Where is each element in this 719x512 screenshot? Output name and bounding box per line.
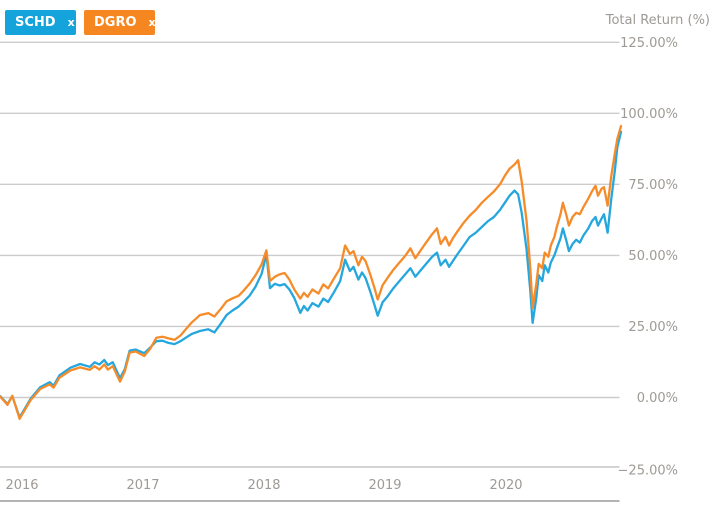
dgro-series-line bbox=[0, 124, 623, 420]
remove-ticker-dgro-icon[interactable]: x bbox=[148, 16, 156, 29]
schd-series-line bbox=[0, 130, 623, 419]
y-axis-tick-label: 25.00% bbox=[628, 320, 678, 335]
ticker-tag-dgro[interactable]: DGRO x bbox=[84, 10, 156, 35]
x-axis-tick-label: 2020 bbox=[489, 478, 522, 493]
y-axis-tick-label: 75.00% bbox=[628, 178, 678, 193]
x-axis-tick-label: 2017 bbox=[126, 478, 159, 493]
y-axis-tick-label: 50.00% bbox=[628, 249, 678, 264]
x-axis-tick-label: 2019 bbox=[368, 478, 401, 493]
x-axis-tick-label: 2016 bbox=[5, 478, 38, 493]
x-axis-tick-label: 2018 bbox=[247, 478, 280, 493]
y-axis-tick-label: −25.00% bbox=[618, 464, 678, 479]
remove-ticker-schd-icon[interactable]: x bbox=[67, 16, 75, 29]
ticker-tag-schd[interactable]: SCHD x bbox=[5, 10, 76, 35]
ticker-tag-schd-label: SCHD bbox=[15, 15, 56, 30]
axis-title: Total Return (%) bbox=[605, 13, 710, 28]
y-axis-tick-label: 100.00% bbox=[620, 107, 678, 122]
ticker-tag-dgro-label: DGRO bbox=[94, 15, 137, 30]
y-axis-tick-label: 0.00% bbox=[637, 391, 678, 406]
ticker-tag-bar: SCHD x DGRO x bbox=[0, 0, 719, 40]
y-axis-tick-label: 125.00% bbox=[620, 36, 678, 51]
